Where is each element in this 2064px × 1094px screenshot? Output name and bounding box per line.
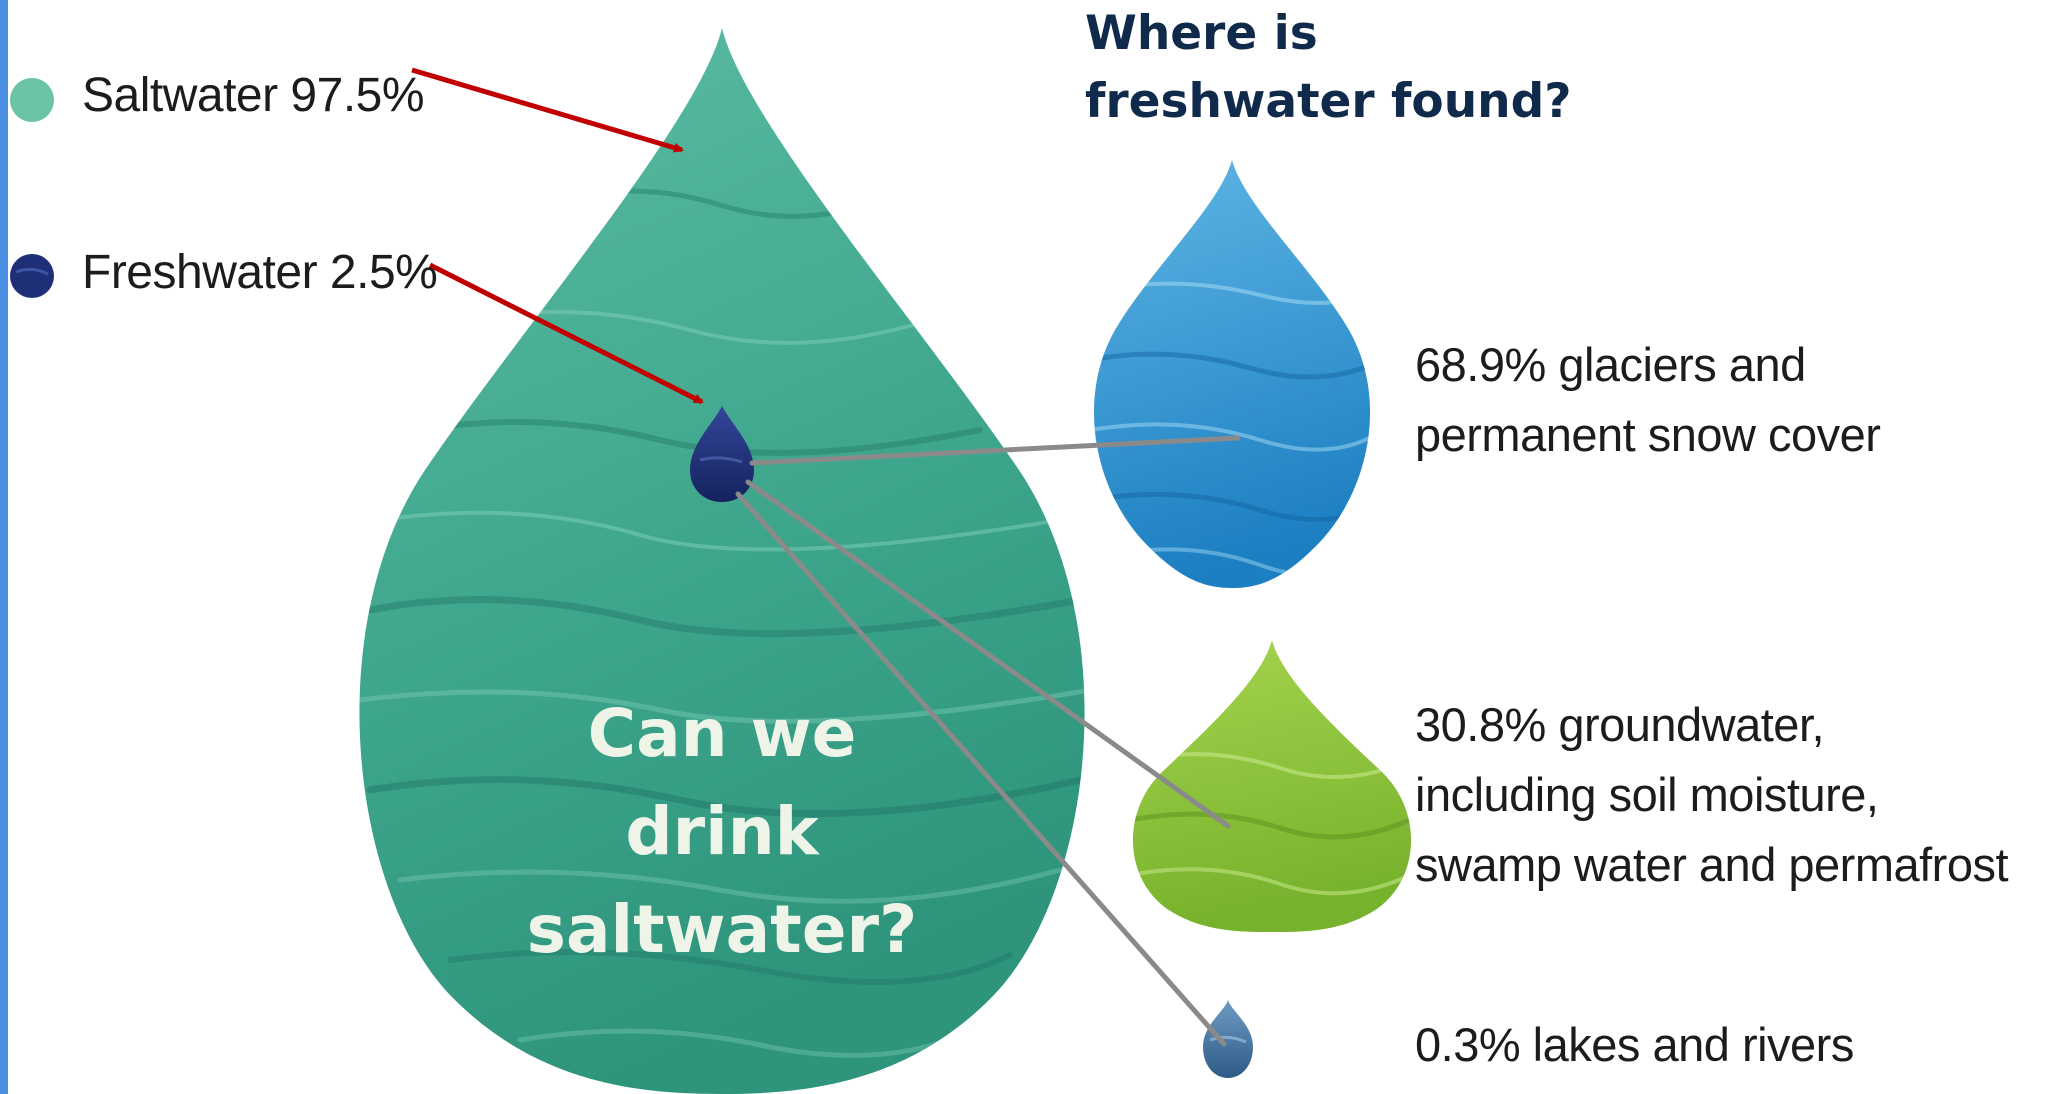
title-line-1: Where is [1085,6,1318,61]
freshwater-arrow [428,262,704,405]
legend-saltwater-label: Saltwater 97.5% [82,69,425,122]
question-line-2: drink [625,793,819,870]
lakes-description: 0.3% lakes and rivers [1415,1010,1854,1080]
page-title: Where is freshwater found? [1085,0,1572,136]
glaciers-line-1: 68.9% glaciers and [1415,338,1806,391]
question-line-3: saltwater? [526,891,918,968]
groundwater-drop-icon [1132,640,1412,932]
saltwater-drop-icon [359,28,1085,1094]
drop-question: Can we drink saltwater? [522,685,922,979]
connector-groundwater [745,479,1231,829]
connector-lakes [735,491,1227,1047]
freshwater-dot-icon [10,254,54,298]
groundwater-line-1: 30.8% groundwater, [1415,698,1825,751]
lakes-line-1: 0.3% lakes and rivers [1415,1018,1854,1071]
legend-freshwater-label: Freshwater 2.5% [82,246,438,299]
title-line-2: freshwater found? [1085,74,1572,129]
left-frame-bar [0,0,8,1094]
saltwater-dot-icon [10,78,54,122]
saltwater-arrow [411,67,684,153]
groundwater-line-2: including soil moisture, [1415,768,1879,821]
groundwater-description: 30.8% groundwater, including soil moistu… [1415,690,2009,900]
glacier-drop-icon [1093,160,1371,588]
freshwater-drop-icon [690,406,754,502]
glaciers-description: 68.9% glaciers and permanent snow cover [1415,330,1881,470]
groundwater-line-3: swamp water and permafrost [1415,838,2009,891]
question-line-1: Can we [587,695,857,772]
connector-lines [735,435,1241,1047]
glaciers-line-2: permanent snow cover [1415,408,1881,461]
connector-glaciers [749,435,1241,466]
legend-arrows [411,67,704,405]
lakes-drop-icon [1203,1000,1253,1078]
